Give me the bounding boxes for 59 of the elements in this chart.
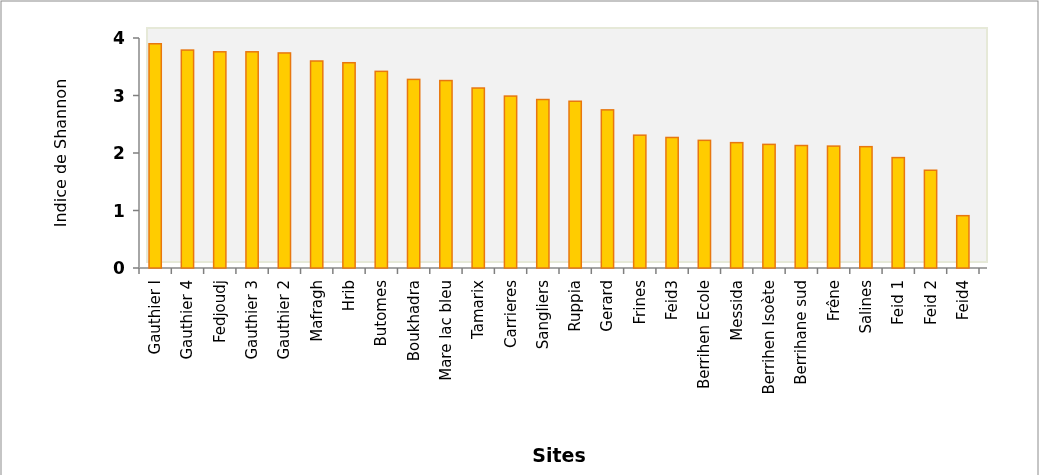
bar (729, 141, 744, 269)
bar (923, 169, 938, 269)
bar (665, 136, 679, 269)
y-tick-label: 2 (113, 143, 125, 163)
bar (762, 143, 776, 269)
bar (471, 87, 486, 269)
x-tick-label: Feid 2 (921, 280, 940, 326)
x-tick-label: Carrieres (501, 279, 520, 349)
x-tick-label: Butomes (372, 279, 391, 347)
bar (600, 109, 615, 269)
x-tick-label: Gauthier I (146, 280, 165, 355)
x-tick-label: Hrib (340, 280, 358, 312)
x-tick-label: Feid4 (953, 280, 972, 321)
bar (148, 43, 163, 269)
x-tick-label: Tamarix (469, 279, 488, 340)
bar (342, 61, 356, 269)
x-tick-label: Gauthier 2 (275, 280, 294, 360)
x-tick-label: Berrihane sud (792, 280, 811, 385)
bar (374, 70, 389, 269)
x-tick-label: Feid3 (663, 280, 682, 321)
bar (309, 60, 324, 269)
x-tick-label: Feid 1 (889, 280, 908, 326)
bar (535, 98, 550, 269)
bar (406, 78, 421, 269)
x-tick-label: Gerard (598, 280, 617, 332)
bar (697, 139, 712, 269)
x-tick-label: Frêne (824, 280, 843, 322)
y-tick-label: 3 (113, 85, 125, 106)
bar (503, 95, 518, 269)
bar (439, 79, 453, 269)
bar (277, 52, 292, 269)
bar (632, 134, 647, 269)
bar (891, 156, 906, 269)
x-tick-label: Boukhadra (404, 280, 423, 362)
x-tick-label: Berrihen Ecole (695, 280, 714, 390)
x-tick-label: Berrihen Isoète (760, 280, 778, 395)
bar (794, 144, 809, 269)
x-tick-label: Salines (856, 279, 875, 334)
y-axis-title: Indice de Shannon (50, 78, 70, 228)
x-tick-label: Gauthier 4 (178, 280, 197, 360)
y-tick-label: 4 (113, 28, 126, 48)
x-tick-label: Fedjoudj (210, 280, 229, 344)
x-tick-label: Mare lac bleu (436, 280, 455, 381)
x-tick-label: Messida (727, 280, 746, 341)
bar (955, 214, 970, 269)
bar (568, 100, 583, 269)
bar (180, 49, 195, 269)
x-tick-label: Frines (630, 279, 649, 325)
y-tick-label: 1 (113, 200, 125, 221)
x-axis-title: Sites (532, 444, 586, 466)
x-tick-label: Ruppia (566, 280, 585, 332)
x-tick-label: Mafragh (307, 280, 326, 342)
bar (212, 51, 227, 269)
y-tick-label: 0 (113, 258, 126, 278)
bar (859, 145, 873, 269)
x-tick-label: Gauthier 3 (243, 280, 262, 360)
bar (826, 145, 841, 269)
bar (245, 51, 259, 269)
x-tick-label: Sangliers (533, 279, 552, 350)
